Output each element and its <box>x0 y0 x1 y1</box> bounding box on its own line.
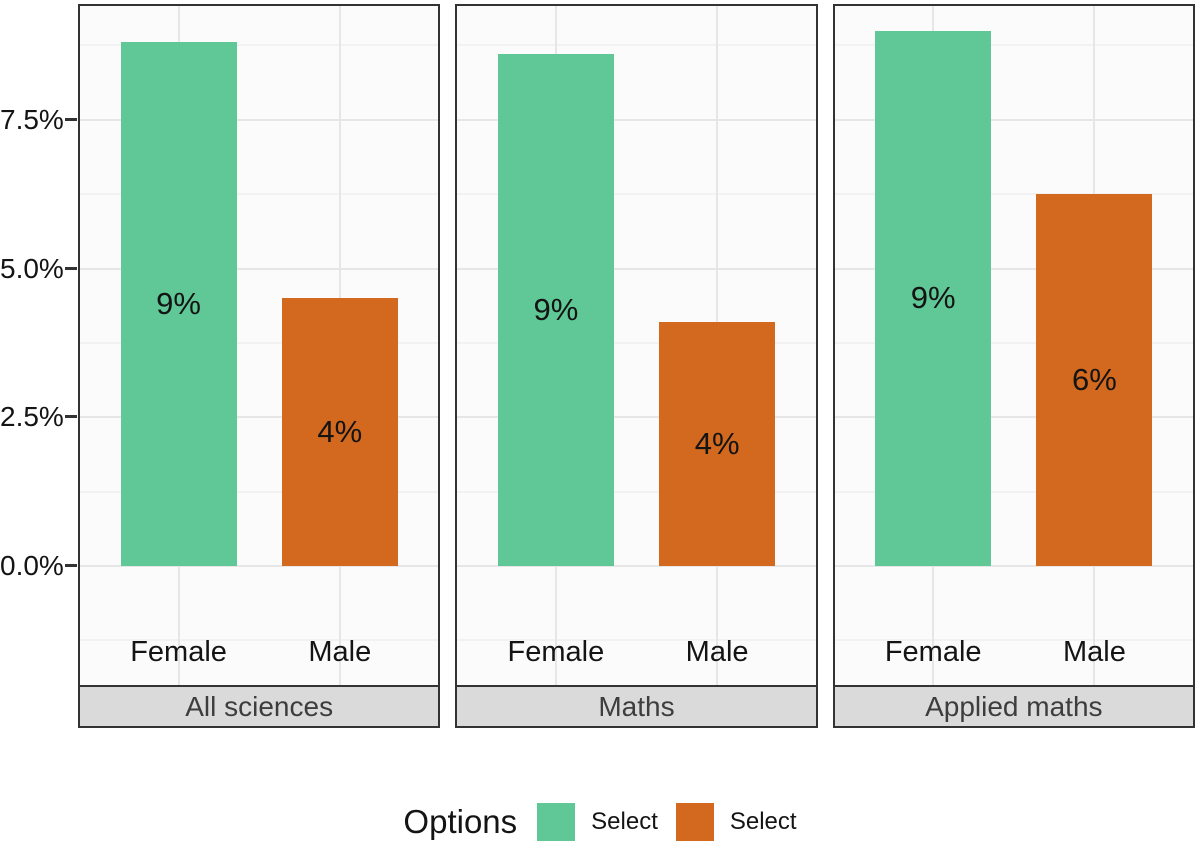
bar-female <box>497 54 614 566</box>
gridline-major-h <box>80 416 439 419</box>
x-category-label-female: Female <box>130 636 227 668</box>
facet-panel: 9% Female 4% Male <box>455 4 818 687</box>
gridline-major-h <box>834 416 1193 419</box>
facet: 9% Female 6% Male Applied maths <box>832 4 1195 728</box>
gridline-minor-h <box>834 639 1193 642</box>
gridline-minor-h <box>457 341 816 344</box>
x-category-label-male: Male <box>1063 636 1126 668</box>
bar-value-label: 4% <box>317 414 363 450</box>
x-category-label-female: Female <box>507 636 605 668</box>
gridline-minor-h <box>80 44 439 47</box>
bar-male <box>281 298 398 566</box>
gridline-major-h <box>80 565 439 567</box>
bar-male <box>1036 194 1153 566</box>
gridline-minor-h <box>80 490 439 493</box>
gridline-major-h <box>80 267 439 270</box>
legend-entry-label: Select <box>729 808 797 835</box>
legend-title: Options <box>403 803 518 840</box>
gridline-minor-h <box>834 44 1193 47</box>
facet-strip: All sciences <box>78 685 441 728</box>
legend-swatch-orange <box>675 803 714 841</box>
gridline-major-h <box>834 267 1193 270</box>
gridline-major-h <box>834 565 1193 567</box>
bar-value-label: 9% <box>156 286 201 322</box>
facet-panel: 9% Female 4% Male <box>78 4 441 687</box>
legend: Options Select Select <box>0 798 1200 846</box>
gridline-major-h <box>457 416 816 419</box>
gridline-minor-h <box>457 490 816 493</box>
gridline-minor-h <box>457 193 816 196</box>
facet: 9% Female 4% Male All sciences <box>78 4 441 728</box>
gridline-major-h <box>457 118 816 121</box>
gridline-major-h <box>834 118 1193 121</box>
y-tick-mark <box>65 118 77 121</box>
facet: 9% Female 4% Male Maths <box>455 4 818 728</box>
facet-panels: 9% Female 4% Male All sciences 9% Female 4% Male… <box>78 4 1195 728</box>
gridline-minor-h <box>834 490 1193 493</box>
bar-female <box>875 30 992 566</box>
y-tick-label: 7.5% <box>0 104 64 135</box>
bar-value-label: 6% <box>1072 362 1117 398</box>
gridline-minor-h <box>80 193 439 196</box>
facet-strip-label: Maths <box>598 690 675 722</box>
facet-strip: Maths <box>455 685 818 728</box>
y-tick-label: 5.0% <box>0 253 64 284</box>
bar-male <box>659 322 776 566</box>
gridline-major-h <box>80 118 439 121</box>
gridline-major-h <box>457 267 816 270</box>
facet-strip: Applied maths <box>832 685 1195 728</box>
bar-value-label: 4% <box>694 426 740 462</box>
y-tick-mark <box>65 564 77 567</box>
x-category-label-female: Female <box>884 636 982 668</box>
y-tick-mark <box>65 415 77 418</box>
y-tick-mark <box>65 267 77 270</box>
facet-strip-label: All sciences <box>185 690 334 722</box>
legend-swatch-green <box>537 803 576 841</box>
bar-value-label: 9% <box>533 292 579 328</box>
y-tick-label: 0.0% <box>0 550 64 581</box>
x-category-label-male: Male <box>308 636 372 668</box>
gridline-minor-h <box>457 639 816 642</box>
gridline-minor-h <box>834 193 1193 196</box>
legend-entry-label: Select <box>591 808 658 835</box>
facet-strip-label: Applied maths <box>925 690 1103 722</box>
bar-value-label: 9% <box>910 280 956 316</box>
gridline-minor-h <box>834 341 1193 344</box>
gridline-major-h <box>457 565 816 567</box>
gridline-minor-h <box>80 341 439 344</box>
gridline-minor-h <box>457 44 816 47</box>
y-tick-label: 2.5% <box>0 401 64 432</box>
facet-panel: 9% Female 6% Male <box>832 4 1195 687</box>
x-category-label-male: Male <box>685 636 749 668</box>
gridline-minor-h <box>80 639 439 642</box>
bar-female <box>120 42 237 566</box>
